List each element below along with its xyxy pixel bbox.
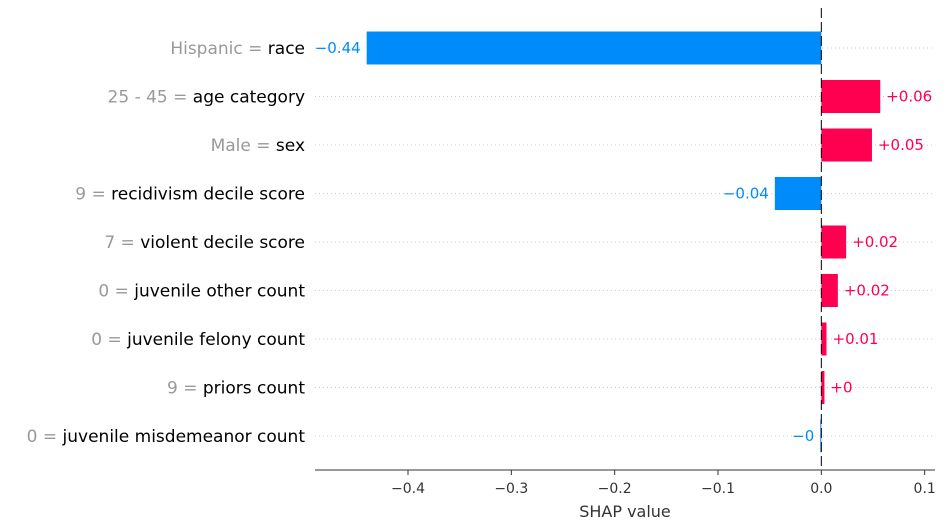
x-tick-label: 0.0 — [810, 481, 832, 497]
feature-label: 0 = juvenile other count — [98, 282, 305, 302]
feature-value: 0 = — [98, 282, 134, 302]
x-axis-title: SHAP value — [579, 502, 671, 521]
bar — [366, 31, 822, 65]
value-label: −0 — [792, 427, 814, 445]
feature-name: juvenile other count — [133, 282, 305, 302]
feature-value: Male = — [211, 136, 276, 156]
x-axis: −0.4 −0.3 −0.2 −0.1 0.0 0.1 SHAP value — [315, 469, 936, 521]
feature-name: sex — [276, 136, 305, 156]
feature-value: 0 = — [91, 330, 127, 350]
bar — [821, 322, 827, 356]
value-label: +0.02 — [844, 282, 890, 300]
feature-labels: Hispanic = race 25 - 45 = age category Mal… — [27, 39, 306, 447]
feature-value: 9 = — [167, 379, 203, 399]
value-label: −0.04 — [723, 185, 769, 203]
feature-label: 9 = recidivism decile score — [75, 185, 305, 205]
x-tick-label: −0.2 — [598, 481, 632, 497]
feature-name: race — [268, 39, 305, 59]
value-labels: −0.44 +0.06 +0.05 −0.04 +0.02 +0.02 +0.01 +0 −0 — [315, 39, 933, 445]
bar — [820, 419, 822, 453]
bar — [821, 274, 838, 307]
feature-label: 25 - 45 = age category — [108, 88, 305, 108]
value-label: +0.02 — [852, 233, 898, 251]
feature-label: 0 = juvenile misdemeanor count — [27, 427, 306, 447]
feature-name: juvenile felony count — [126, 330, 305, 350]
feature-label: 0 = juvenile felony count — [91, 330, 305, 350]
x-tick-label: 0.1 — [914, 481, 936, 497]
bar — [821, 371, 825, 404]
value-label: −0.44 — [315, 39, 361, 57]
bars-layer — [366, 31, 881, 453]
value-label: +0.01 — [833, 330, 879, 348]
feature-name: age category — [193, 88, 305, 108]
value-label: +0.05 — [878, 136, 924, 154]
bar — [774, 177, 822, 210]
feature-value: Hispanic = — [170, 39, 267, 59]
feature-value: 0 = — [27, 427, 63, 447]
feature-name: priors count — [203, 379, 305, 399]
bar — [821, 128, 872, 162]
value-label: +0.06 — [886, 88, 932, 106]
feature-label: 7 = violent decile score — [104, 233, 305, 253]
bar — [821, 225, 847, 259]
feature-name: juvenile misdemeanor count — [62, 427, 306, 447]
feature-value: 9 = — [75, 185, 111, 205]
bar — [821, 80, 881, 113]
x-tick-label: −0.4 — [391, 481, 425, 497]
x-tick-label: −0.3 — [494, 481, 528, 497]
feature-name: recidivism decile score — [111, 185, 305, 205]
feature-label: 9 = priors count — [167, 379, 305, 399]
feature-value: 7 = — [104, 233, 140, 253]
feature-label: Male = sex — [211, 136, 305, 156]
x-tick-label: −0.1 — [701, 481, 735, 497]
feature-label: Hispanic = race — [170, 39, 305, 59]
x-ticks: −0.4 −0.3 −0.2 −0.1 0.0 0.1 — [391, 470, 936, 497]
value-label: +0 — [830, 379, 852, 397]
feature-name: violent decile score — [140, 233, 305, 253]
feature-value: 25 - 45 = — [108, 88, 193, 108]
